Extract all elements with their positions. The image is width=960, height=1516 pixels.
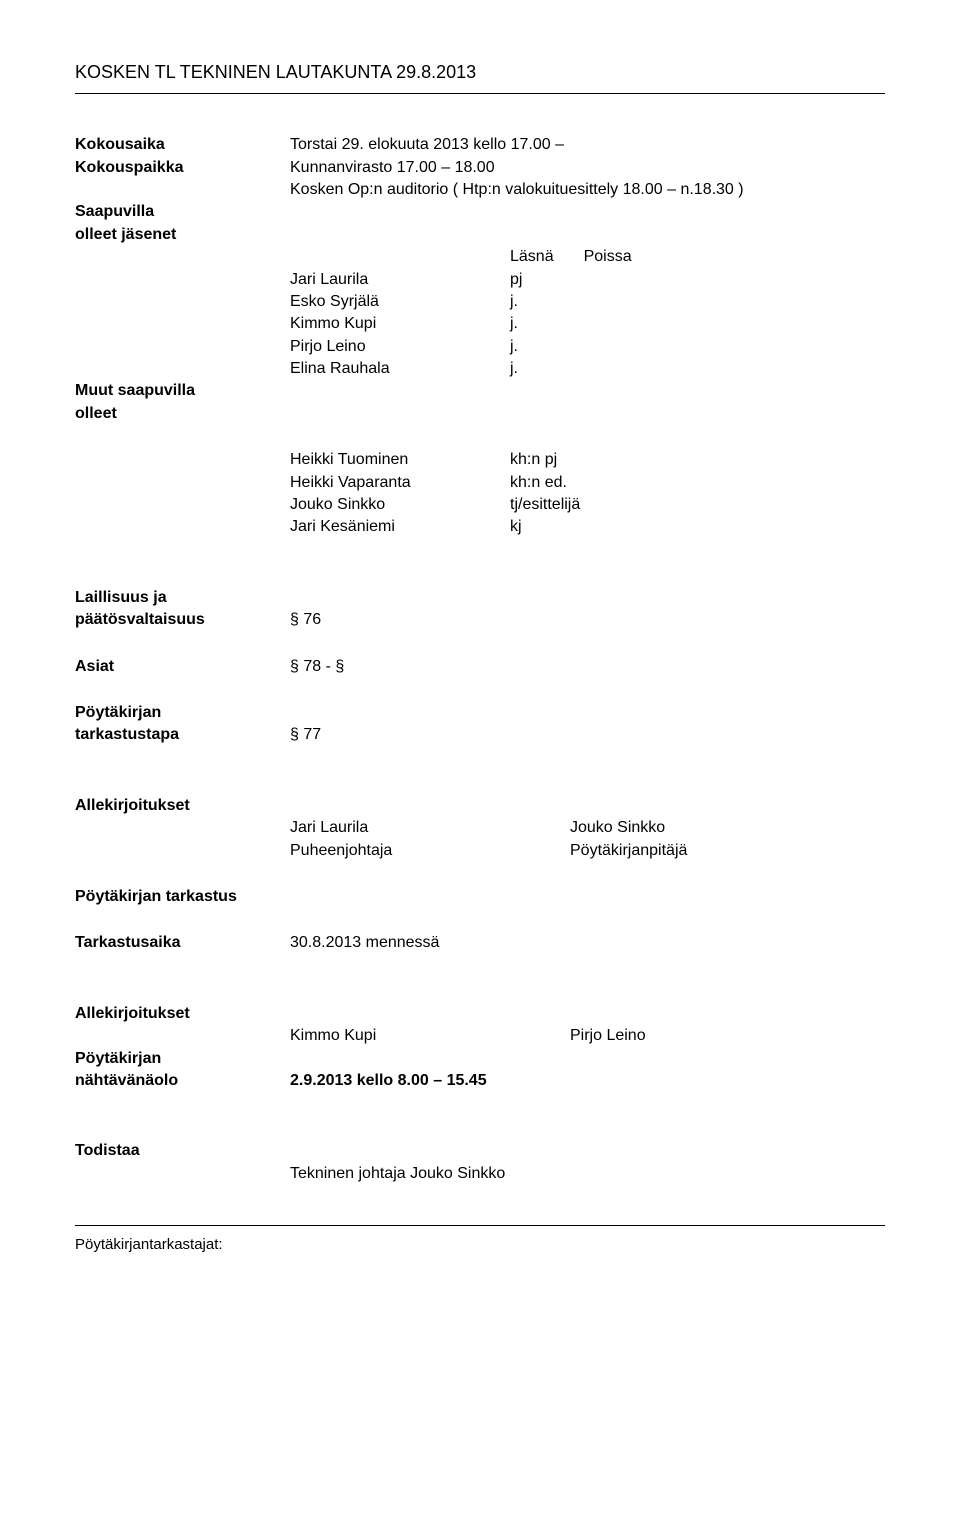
members-label-row2: olleet jäsenet <box>75 224 885 246</box>
matters-value: § 78 - § <box>290 656 885 678</box>
attest-label-row: Todistaa <box>75 1140 885 1162</box>
sig2-left: Kimmo Kupi <box>290 1025 570 1047</box>
matters-row: Asiat § 78 - § <box>75 656 885 678</box>
attendee-name: Heikki Vaparanta <box>290 472 510 494</box>
members-label-row1: Saapuvilla <box>75 201 885 223</box>
review-time-label: Tarkastusaika <box>75 932 290 954</box>
sig2-right: Pirjo Leino <box>570 1025 646 1047</box>
attendee-row: Jari Kesäniemi kj <box>290 516 885 538</box>
attendee-role: kh:n ed. <box>510 472 670 494</box>
available-label1: Pöytäkirjan <box>75 1048 290 1070</box>
meeting-place-row2: Kosken Op:n auditorio ( Htp:n valokuitue… <box>75 179 885 201</box>
attendee-name: Heikki Tuominen <box>290 449 510 471</box>
signatures2-block: Kimmo Kupi Pirjo Leino <box>290 1025 885 1047</box>
attendee-row: Elina Rauhala j. <box>290 358 885 380</box>
meeting-time-row: Kokousaika Torstai 29. elokuuta 2013 kel… <box>75 134 885 156</box>
signatures1-label-row: Allekirjoitukset <box>75 795 885 817</box>
members-list: Jari Laurila pj Esko Syrjälä j. Kimmo Ku… <box>290 269 885 381</box>
legality-label1: Laillisuus ja <box>75 587 290 609</box>
review-row: Pöytäkirjan tarkastus <box>75 886 885 908</box>
attendee-row: Jouko Sinkko tj/esittelijä <box>290 494 885 516</box>
attendee-role: j. <box>510 313 670 335</box>
attest-label: Todistaa <box>75 1140 290 1162</box>
attendee-name: Jari Kesäniemi <box>290 516 510 538</box>
others-list: Heikki Tuominen kh:n pj Heikki Vaparanta… <box>290 449 885 539</box>
attendee-role: j. <box>510 358 670 380</box>
absent-col-header: Poissa <box>584 246 632 268</box>
meeting-place-label: Kokouspaikka <box>75 157 290 179</box>
attendee-role: pj <box>510 269 670 291</box>
attendee-role: j. <box>510 291 670 313</box>
legality-row2: päätösvaltaisuus § 76 <box>75 609 885 631</box>
footer-divider <box>75 1225 885 1226</box>
sig1-left-name: Jari Laurila <box>290 817 570 839</box>
attest-value: Tekninen johtaja Jouko Sinkko <box>290 1163 885 1185</box>
minutes-check-value: § 77 <box>290 724 885 746</box>
others-label-row2: olleet <box>75 403 885 425</box>
header-divider <box>75 93 885 94</box>
minutes-check-row2: tarkastustapa § 77 <box>75 724 885 746</box>
members-label1: Saapuvilla <box>75 201 290 223</box>
attendee-role: j. <box>510 336 670 358</box>
page-header-title: KOSKEN TL TEKNINEN LAUTAKUNTA 29.8.2013 <box>75 60 885 85</box>
sig1-right-name: Jouko Sinkko <box>570 817 687 839</box>
present-absent-header: Läsnä Poissa <box>290 246 885 268</box>
minutes-check-label2: tarkastustapa <box>75 724 290 746</box>
members-label2: olleet jäsenet <box>75 224 290 246</box>
available-row1: Pöytäkirjan <box>75 1048 885 1070</box>
attendee-name: Pirjo Leino <box>290 336 510 358</box>
attendee-row: Esko Syrjälä j. <box>290 291 885 313</box>
signatures1-label: Allekirjoitukset <box>75 795 290 817</box>
minutes-check-label1: Pöytäkirjan <box>75 702 290 724</box>
meeting-place-value1: Kunnanvirasto 17.00 – 18.00 <box>290 157 885 179</box>
others-label2: olleet <box>75 403 290 425</box>
attendee-role: kj <box>510 516 670 538</box>
attendee-name: Elina Rauhala <box>290 358 510 380</box>
others-label1: Muut saapuvilla <box>75 380 290 402</box>
review-label: Pöytäkirjan tarkastus <box>75 886 237 908</box>
review-time-value: 30.8.2013 mennessä <box>290 932 885 954</box>
attendee-name: Kimmo Kupi <box>290 313 510 335</box>
meeting-place-value2: Kosken Op:n auditorio ( Htp:n valokuitue… <box>290 179 885 201</box>
attendee-role: kh:n pj <box>510 449 670 471</box>
attest-value-row: Tekninen johtaja Jouko Sinkko <box>75 1163 885 1185</box>
matters-label: Asiat <box>75 656 290 678</box>
others-label-row1: Muut saapuvilla <box>75 380 885 402</box>
sig1-left-role: Puheenjohtaja <box>290 840 570 862</box>
signatures2-label-row: Allekirjoitukset <box>75 1003 885 1025</box>
review-time-row: Tarkastusaika 30.8.2013 mennessä <box>75 932 885 954</box>
attendee-name: Jouko Sinkko <box>290 494 510 516</box>
attendee-row: Pirjo Leino j. <box>290 336 885 358</box>
legality-label2: päätösvaltaisuus <box>75 609 290 631</box>
available-label2: nähtävänäolo <box>75 1070 290 1092</box>
available-value: 2.9.2013 kello 8.00 – 15.45 <box>290 1070 885 1092</box>
footer-text: Pöytäkirjantarkastajat: <box>75 1234 885 1255</box>
minutes-check-row1: Pöytäkirjan <box>75 702 885 724</box>
signatures1-block: Jari Laurila Puheenjohtaja Jouko Sinkko … <box>290 817 885 862</box>
attendee-row: Heikki Tuominen kh:n pj <box>290 449 885 471</box>
legality-value: § 76 <box>290 609 885 631</box>
attendee-row: Jari Laurila pj <box>290 269 885 291</box>
meeting-time-label: Kokousaika <box>75 134 290 156</box>
meeting-time-value: Torstai 29. elokuuta 2013 kello 17.00 – <box>290 134 885 156</box>
attendee-role: tj/esittelijä <box>510 494 670 516</box>
attendee-row: Kimmo Kupi j. <box>290 313 885 335</box>
legality-row1: Laillisuus ja <box>75 587 885 609</box>
attendee-name: Jari Laurila <box>290 269 510 291</box>
available-row2: nähtävänäolo 2.9.2013 kello 8.00 – 15.45 <box>75 1070 885 1092</box>
meeting-place-row: Kokouspaikka Kunnanvirasto 17.00 – 18.00 <box>75 157 885 179</box>
attendee-name: Esko Syrjälä <box>290 291 510 313</box>
attendee-row: Heikki Vaparanta kh:n ed. <box>290 472 885 494</box>
sig1-right-role: Pöytäkirjanpitäjä <box>570 840 687 862</box>
signatures2-label: Allekirjoitukset <box>75 1003 290 1025</box>
present-col-header: Läsnä <box>510 246 554 268</box>
